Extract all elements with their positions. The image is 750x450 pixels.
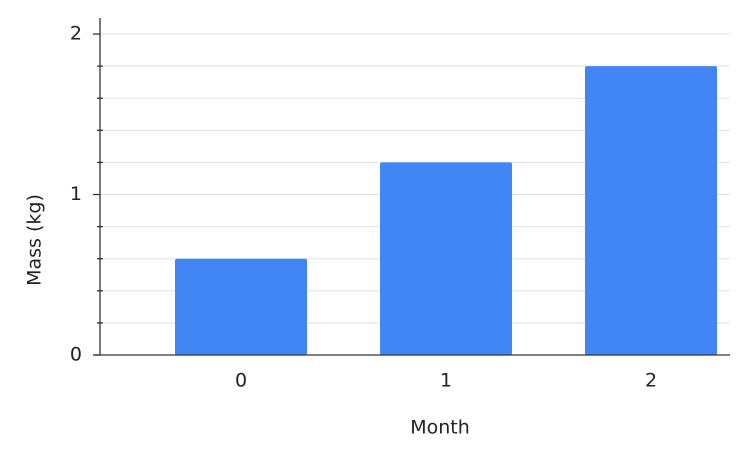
y-tick-label: 1 [70,183,82,205]
bar [585,66,717,356]
x-tick-label: 0 [235,370,247,392]
bar [380,162,512,355]
bar [175,258,307,355]
x-tick-label: 1 [440,370,452,392]
x-axis-title: Month [410,417,470,439]
x-tick-label: 2 [645,370,657,392]
y-tick-label: 2 [70,23,82,45]
y-axis-title: Mass (kg) [24,194,46,286]
y-tick-label: 0 [70,344,82,366]
